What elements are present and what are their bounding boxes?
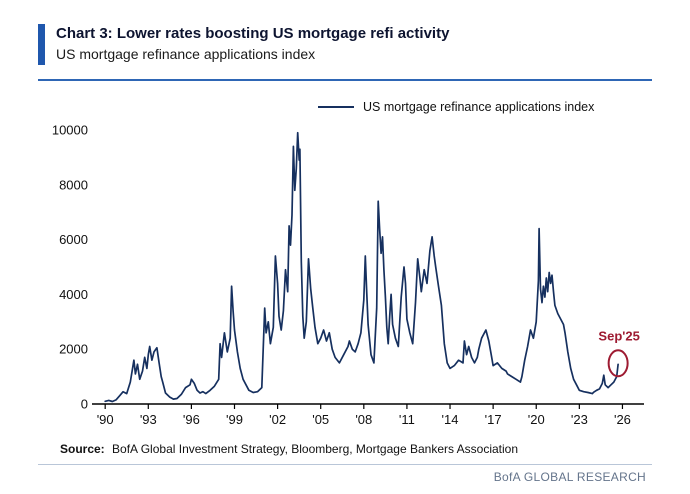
- brand-mark: BofA GLOBAL RESEARCH: [493, 470, 646, 484]
- chart-title: Chart 3: Lower rates boosting US mortgag…: [56, 25, 450, 42]
- chart-legend: US mortgage refinance applications index: [318, 100, 594, 114]
- chart-area: 0 2000 4000 6000 8000 10000 '90 '93 '96 '99 '02 '05…: [46, 116, 656, 436]
- source-line: Source: BofA Global Investment Strategy,…: [60, 442, 518, 456]
- y-tick-label: 2000: [59, 342, 88, 357]
- footer-divider-rule: [38, 464, 652, 465]
- title-block: Chart 3: Lower rates boosting US mortgag…: [56, 24, 449, 65]
- x-tick-label: '26: [614, 412, 631, 427]
- y-tick-label: 10000: [52, 123, 88, 138]
- x-tick-label: '05: [312, 412, 329, 427]
- y-tick-label: 0: [81, 397, 88, 412]
- legend-line-sample-icon: [318, 105, 354, 109]
- sep25-annotation-circle: [607, 349, 629, 378]
- legend-label: US mortgage refinance applications index: [363, 100, 595, 114]
- refi-line-chart: 0 2000 4000 6000 8000 10000 '90 '93 '96 '99 '02 '05…: [52, 123, 644, 427]
- x-tick-label: '08: [355, 412, 372, 427]
- source-text: BofA Global Investment Strategy, Bloombe…: [112, 442, 519, 456]
- chart-subtitle: US mortgage refinance applications index: [56, 46, 316, 63]
- y-tick-label: 8000: [59, 177, 88, 192]
- x-tick-label: '99: [226, 412, 243, 427]
- y-tick-label: 4000: [59, 287, 88, 302]
- annotation-label: Sep'25: [598, 328, 639, 343]
- x-tick-label: '20: [528, 412, 545, 427]
- x-tick-label: '90: [97, 412, 114, 427]
- y-tick-label: 6000: [59, 232, 88, 247]
- x-tick-label: '17: [485, 412, 502, 427]
- x-tick-label: '23: [571, 412, 588, 427]
- x-tick-label: '02: [269, 412, 286, 427]
- source-prefix: Source:: [60, 442, 105, 456]
- x-tick-label: '93: [140, 412, 157, 427]
- x-tick-label: '14: [442, 412, 459, 427]
- title-accent-bar: [38, 24, 45, 65]
- refi-index-line: [104, 131, 619, 403]
- x-tick-label: '96: [183, 412, 200, 427]
- header-divider-rule: [38, 79, 652, 81]
- chart-header: Chart 3: Lower rates boosting US mortgag…: [38, 24, 449, 65]
- x-tick-label: '11: [399, 412, 415, 427]
